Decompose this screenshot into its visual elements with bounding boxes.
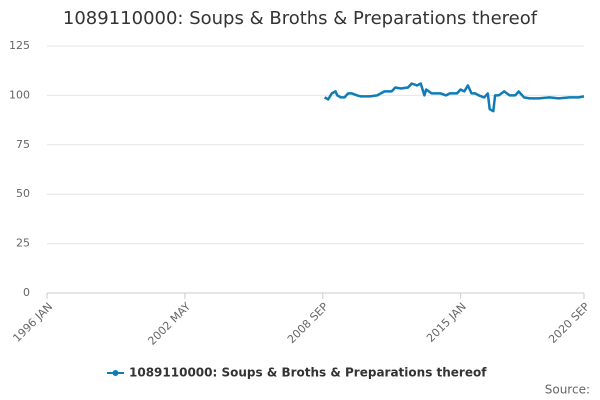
chart-title: 1089110000: Soups & Broths & Preparation… [63,8,538,29]
x-tick-label: 2020 SEP [546,300,592,346]
x-tick-label: 2002 MAY [145,300,193,348]
y-tick-label: 0 [23,286,30,299]
source: Source: [545,383,590,397]
y-tick-label: 75 [16,138,30,151]
y-tick-label: 25 [16,237,30,250]
series-line [323,82,585,113]
legend-marker [112,370,119,376]
y-tick-label: 50 [16,187,30,200]
y-tick-label: 100 [9,88,30,101]
x-tick-label: 2015 JAN [424,300,469,345]
x-tick-label: 1996 JAN [10,300,55,345]
y-tick-label: 125 [9,39,30,52]
legend-label: 1089110000: Soups & Broths & Preparation… [129,366,487,380]
x-tick-label: 2008 SEP [285,300,331,346]
